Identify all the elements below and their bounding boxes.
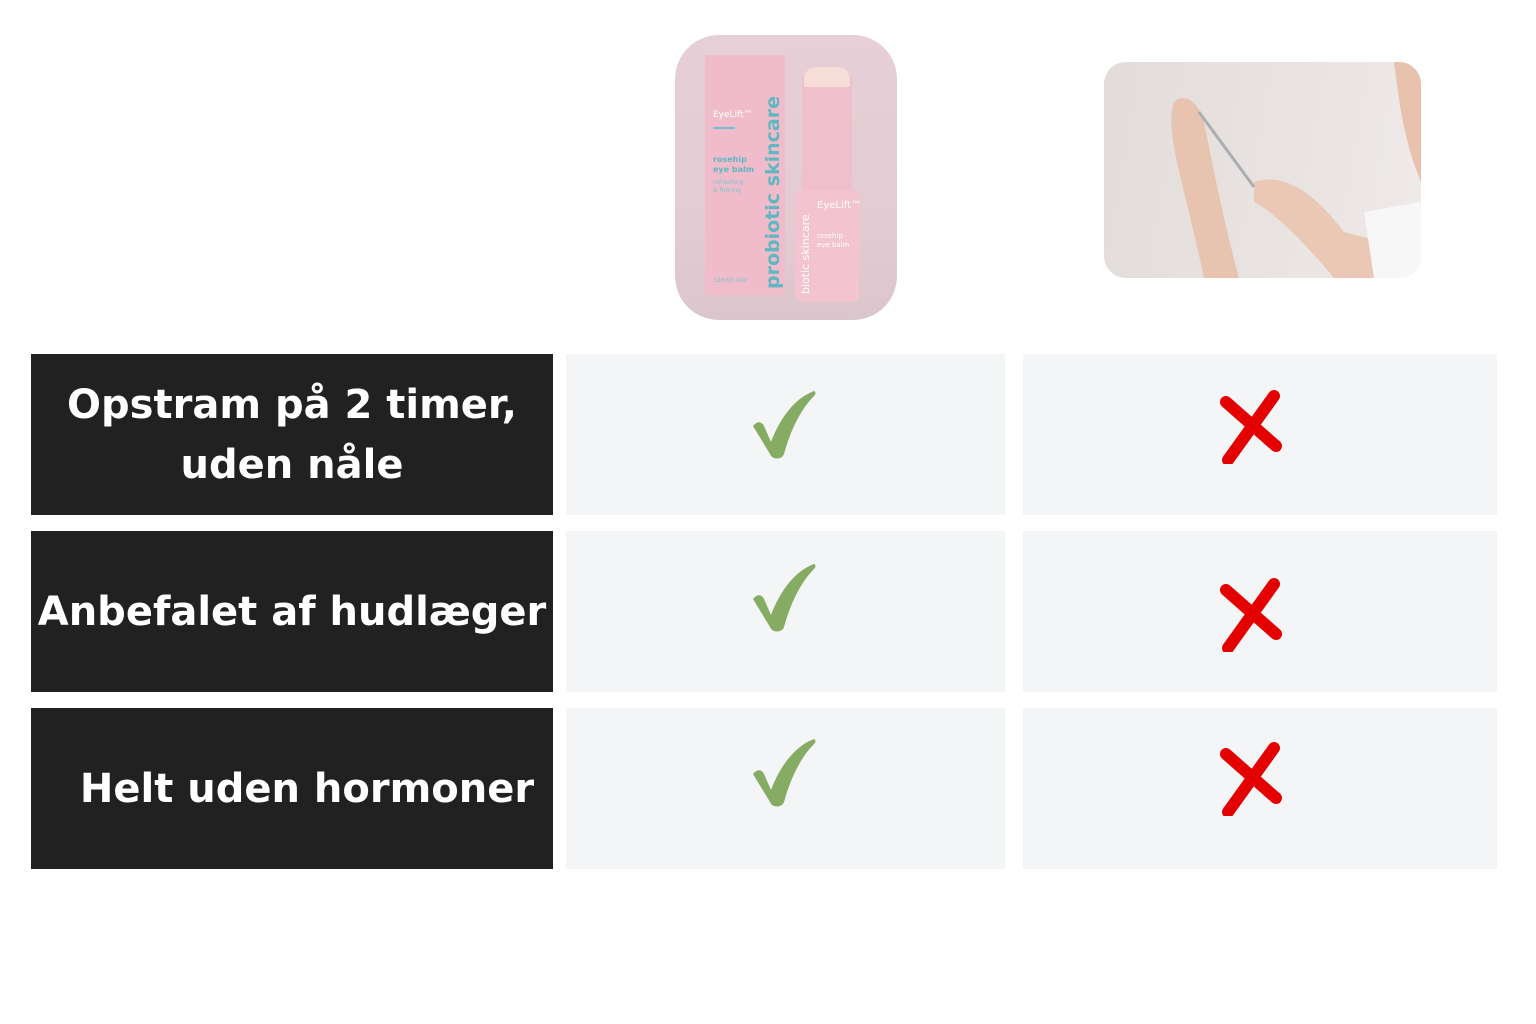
check-icon (753, 564, 816, 632)
cross-icon (1220, 578, 1282, 652)
cross-icon (1220, 390, 1282, 464)
stick-product-name: rosehip eye balm (817, 232, 850, 249)
check-icon (753, 391, 816, 459)
row-label-3: Helt uden hormoner (31, 708, 553, 869)
check-icon (753, 739, 816, 807)
row-label-1: Opstram på 2 timer, uden nåle (31, 354, 553, 515)
stick-brand: EyeLift™ (817, 200, 862, 211)
box-divider (713, 127, 735, 129)
stick-vertical-text: biotic skincare (799, 214, 812, 294)
product-box: EyeLift™ rosehip eye balm refreshing & fir… (705, 55, 785, 295)
needle-photo (1104, 62, 1421, 278)
box-vertical-text: probiotic skincare (762, 96, 784, 289)
box-size: 12ml/0.40z (713, 277, 747, 284)
box-tagline: refreshing & firming (713, 179, 744, 194)
product-image: EyeLift™ rosehip eye balm refreshing & fir… (675, 35, 897, 320)
box-product-name: rosehip eye balm (713, 155, 755, 174)
stick-top (802, 75, 852, 193)
row-label-2: Anbefalet af hudlæger (31, 531, 553, 692)
label-line: Opstram på 2 timer, (67, 381, 517, 428)
label-line: Anbefalet af hudlæger (37, 588, 547, 635)
label-line: uden nåle (180, 441, 404, 488)
product-stick: EyeLift™ rosehip eye balm biotic skincare (795, 190, 862, 302)
box-brand: EyeLift™ (713, 110, 753, 120)
stick-cap (804, 67, 850, 87)
label-line: Helt uden hormoner (79, 765, 535, 812)
cross-icon (1220, 742, 1282, 816)
